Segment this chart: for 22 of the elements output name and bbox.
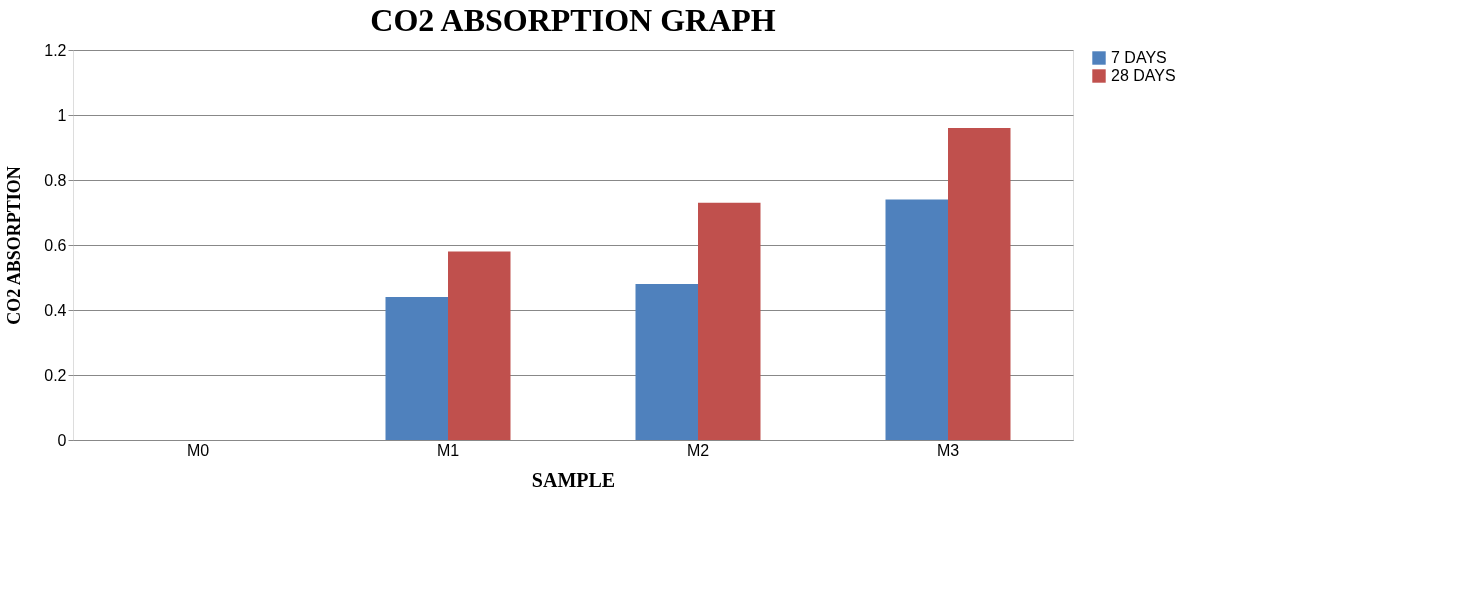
x-tick-label: M1 [436, 441, 460, 459]
bar [698, 202, 761, 440]
y-tick-label: 0.4 [44, 301, 67, 319]
y-axis-title: CO2 ABSORPTION [4, 166, 25, 325]
y-tick-label: 0.2 [44, 366, 67, 384]
bar [635, 284, 698, 440]
y-tick-label: 0.6 [44, 236, 67, 254]
bar [385, 297, 448, 440]
y-tick-label: 0.8 [44, 171, 67, 189]
x-tick-label: M3 [936, 441, 960, 459]
bar [948, 128, 1011, 440]
chart-title: CO2 ABSORPTION GRAPH [370, 2, 776, 38]
bar [448, 251, 511, 440]
legend-label: 28 DAYS [1111, 67, 1176, 84]
x-tick-label: M2 [686, 441, 710, 459]
x-axis-title: SAMPLE [531, 468, 616, 491]
y-tick-label: 0 [57, 431, 67, 449]
bar [885, 199, 948, 440]
y-tick-label: 1.2 [44, 41, 67, 59]
y-tick-label: 1 [57, 106, 67, 124]
legend-label: 7 DAYS [1111, 49, 1167, 66]
x-tick-label: M0 [186, 441, 210, 459]
